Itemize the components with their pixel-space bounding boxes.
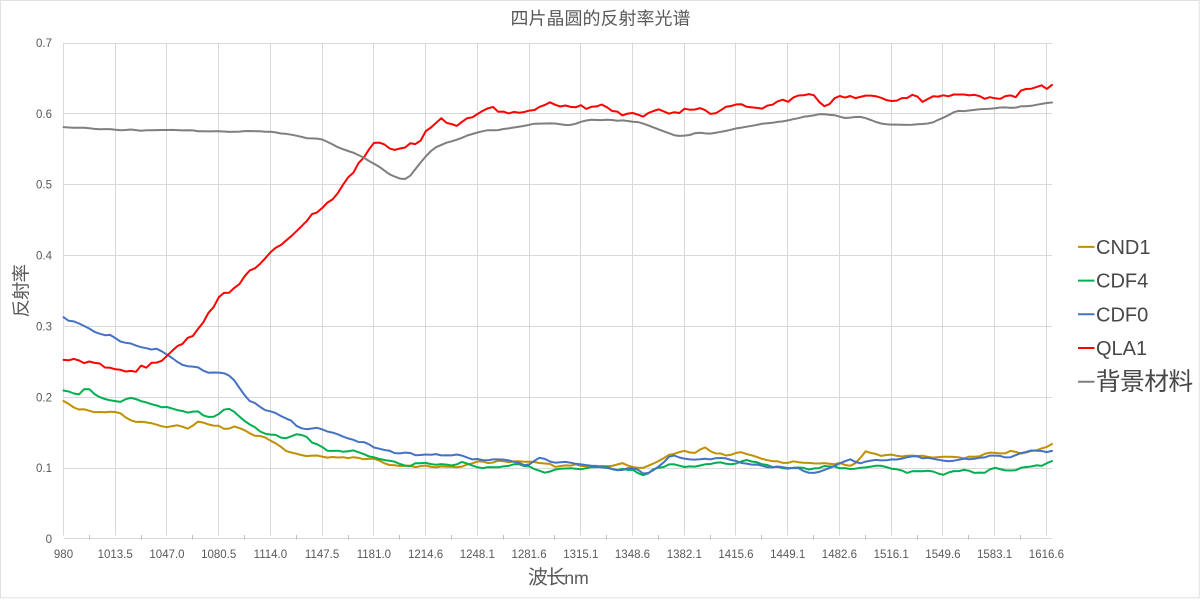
svg-text:1348.6: 1348.6	[615, 549, 650, 561]
svg-text:1549.6: 1549.6	[925, 549, 960, 561]
svg-text:CDF0: CDF0	[1096, 304, 1148, 326]
svg-text:1315.1: 1315.1	[563, 549, 598, 561]
svg-text:nm: nm	[564, 568, 589, 588]
svg-text:0.1: 0.1	[36, 463, 52, 475]
svg-text:1181.0: 1181.0	[357, 549, 391, 561]
svg-text:CDF4: CDF4	[1096, 271, 1148, 293]
svg-text:1482.6: 1482.6	[822, 549, 857, 561]
svg-text:1047.0: 1047.0	[149, 549, 184, 561]
svg-text:1147.5: 1147.5	[305, 549, 339, 561]
svg-text:1080.5: 1080.5	[201, 549, 236, 561]
svg-text:1616.6: 1616.6	[1029, 549, 1064, 561]
svg-text:0.3: 0.3	[36, 321, 52, 333]
svg-text:980: 980	[54, 549, 73, 561]
svg-text:0.2: 0.2	[36, 392, 52, 404]
svg-text:1281.6: 1281.6	[512, 549, 547, 561]
svg-text:1013.5: 1013.5	[98, 549, 133, 561]
svg-text:1516.1: 1516.1	[874, 549, 909, 561]
svg-text:0: 0	[46, 534, 52, 546]
svg-text:1248.1: 1248.1	[460, 549, 495, 561]
svg-text:1415.6: 1415.6	[718, 549, 753, 561]
svg-text:CND1: CND1	[1096, 237, 1150, 259]
svg-text:0.6: 0.6	[36, 109, 52, 121]
svg-text:1583.1: 1583.1	[977, 549, 1012, 561]
svg-text:QLA1: QLA1	[1096, 338, 1147, 360]
svg-text:1114.0: 1114.0	[254, 549, 287, 561]
svg-text:0.4: 0.4	[36, 251, 53, 263]
svg-text:0.5: 0.5	[36, 180, 52, 192]
svg-text:1214.6: 1214.6	[408, 549, 443, 561]
svg-text:1382.1: 1382.1	[667, 549, 702, 561]
svg-text:0.7: 0.7	[36, 38, 52, 50]
svg-text:1449.1: 1449.1	[770, 549, 805, 561]
